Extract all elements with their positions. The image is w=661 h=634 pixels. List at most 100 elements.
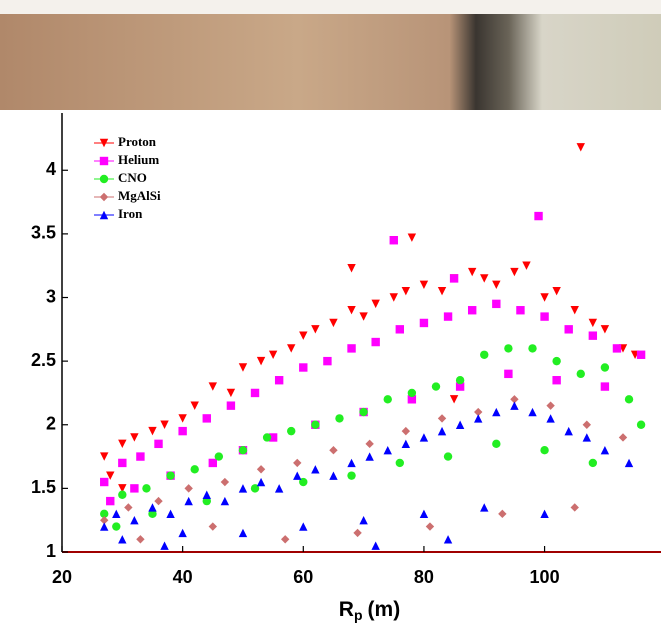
y-tick-label: 4 — [46, 159, 56, 179]
data-point — [311, 420, 320, 429]
data-point — [184, 496, 193, 506]
data-point — [510, 401, 519, 410]
y-tick-label: 3 — [46, 286, 56, 306]
data-point — [118, 490, 127, 499]
data-point — [268, 350, 278, 359]
data-point — [256, 356, 266, 366]
data-point — [268, 433, 278, 442]
data-point — [401, 426, 411, 436]
data-point — [250, 388, 260, 398]
data-point — [455, 376, 465, 385]
data-point — [256, 465, 266, 474]
data-point — [582, 433, 592, 442]
data-point — [618, 433, 628, 442]
data-point — [238, 446, 248, 455]
data-point — [178, 414, 187, 423]
data-point — [160, 541, 169, 550]
data-point — [371, 541, 380, 550]
data-point — [395, 325, 405, 334]
data-point — [480, 503, 489, 512]
data-point — [600, 325, 610, 334]
data-point — [238, 484, 248, 493]
legend-marker — [99, 192, 109, 202]
data-point — [347, 458, 356, 468]
data-point — [467, 267, 477, 277]
data-point — [154, 496, 163, 506]
data-point — [510, 267, 519, 277]
data-point — [178, 426, 187, 436]
data-point — [576, 369, 585, 379]
data-point — [600, 446, 610, 455]
data-point — [118, 458, 127, 468]
photo-top — [0, 0, 661, 14]
data-point — [564, 325, 573, 334]
data-point — [624, 395, 634, 404]
data-point — [347, 264, 356, 273]
data-point — [492, 299, 501, 309]
data-point — [401, 439, 411, 449]
data-point — [208, 382, 218, 391]
data-point — [474, 407, 483, 417]
data-point — [293, 471, 302, 480]
data-point — [148, 426, 157, 436]
plot-area — [100, 143, 646, 550]
x-axis-label: Rp (m) — [339, 598, 400, 623]
data-point — [130, 515, 139, 525]
data-point — [419, 433, 429, 442]
data-point — [600, 363, 610, 372]
data-point — [100, 509, 109, 519]
data-point — [582, 420, 592, 429]
data-point — [335, 414, 344, 423]
data-point — [214, 452, 224, 461]
data-point — [552, 376, 561, 385]
data-point — [498, 509, 507, 519]
data-point — [280, 535, 290, 544]
data-point — [576, 143, 585, 152]
data-point — [636, 420, 646, 429]
data-point — [492, 407, 501, 417]
data-point — [148, 503, 157, 512]
y-tick-label: 2.5 — [31, 350, 56, 370]
data-point — [250, 484, 260, 493]
y-tick-label: 1 — [46, 541, 56, 561]
data-point — [274, 484, 284, 493]
data-point — [238, 363, 248, 372]
data-point — [522, 261, 531, 270]
data-point — [504, 369, 513, 379]
data-point — [492, 439, 501, 449]
data-point — [443, 452, 453, 461]
data-point — [154, 439, 163, 449]
data-point — [136, 452, 145, 461]
data-point — [431, 382, 441, 391]
legend-label: Iron — [118, 206, 143, 221]
x-tick-label: 80 — [414, 567, 434, 587]
data-point — [287, 426, 296, 436]
x-tick-label: 60 — [293, 567, 313, 587]
data-point — [118, 484, 127, 493]
data-point — [546, 401, 555, 410]
data-point — [365, 452, 374, 461]
photo-strip — [0, 14, 661, 110]
x-tick-label: 40 — [173, 567, 193, 587]
data-point — [359, 312, 368, 321]
data-point — [208, 458, 218, 468]
data-point — [540, 312, 549, 321]
data-point — [455, 420, 465, 429]
data-point — [190, 401, 199, 410]
data-point — [419, 509, 429, 519]
data-point — [540, 446, 549, 455]
data-point — [136, 535, 145, 544]
data-point — [455, 382, 465, 391]
data-point — [365, 439, 374, 449]
data-point — [353, 528, 362, 538]
data-point — [419, 280, 429, 289]
data-point — [112, 522, 121, 531]
data-point — [443, 535, 453, 544]
x-label-unit: (m) — [368, 598, 401, 621]
data-point — [359, 515, 368, 525]
data-point — [166, 509, 175, 519]
data-point — [383, 395, 392, 404]
data-point — [467, 306, 477, 315]
x-tick-label: 20 — [52, 567, 72, 587]
data-point — [534, 211, 543, 221]
